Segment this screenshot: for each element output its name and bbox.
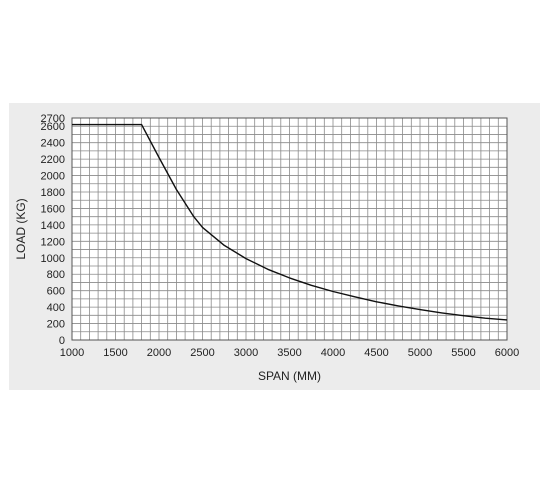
load-curve-line	[72, 123, 508, 321]
y-tick-label: 2700	[41, 113, 65, 125]
x-tick-label: 5500	[451, 347, 475, 359]
y-tick-label: 0	[59, 335, 65, 347]
x-tick-label: 6000	[495, 347, 519, 359]
x-tick-label: 1000	[60, 347, 84, 359]
y-tick-label: 1800	[41, 187, 65, 199]
y-tick-label: 1400	[41, 220, 65, 232]
x-axis-label: SPAN (MM)	[258, 369, 321, 383]
x-tick-label: 3000	[234, 347, 258, 359]
y-tick-labels: 0 200 400 600 800 1000 1200 1400 1600 1800 2000 220…	[41, 113, 65, 347]
y-tick-label: 2000	[41, 171, 65, 183]
y-tick-label: 2400	[41, 138, 65, 150]
grid	[71, 117, 508, 341]
y-tick-label: 400	[47, 302, 65, 314]
load-span-chart: 0 200 400 600 800 1000 1200 1400 1600 1800 2000 220…	[14, 113, 519, 383]
x-tick-label: 3500	[277, 347, 301, 359]
plot-border	[71, 117, 508, 341]
x-tick-label: 4000	[321, 347, 345, 359]
x-tick-labels: 1000 1500 2000 2500 3000 3500 4000 4500 5000 5500…	[60, 347, 519, 359]
chart-panel: 0 200 400 600 800 1000 1200 1400 1600 1800 2000 220…	[9, 103, 540, 390]
y-tick-label: 2600	[41, 121, 65, 133]
y-tick-label: 800	[47, 269, 65, 281]
y-tick-label: 600	[47, 286, 65, 298]
x-tick-label: 2000	[147, 347, 171, 359]
y-tick-label: 2200	[41, 154, 65, 166]
y-axis-label: LOAD (KG)	[14, 198, 28, 259]
x-tick-label: 4500	[364, 347, 388, 359]
x-tick-label: 2500	[190, 347, 214, 359]
x-tick-label: 5000	[408, 347, 432, 359]
y-tick-label: 1000	[41, 253, 65, 265]
y-tick-label: 1600	[41, 203, 65, 215]
x-tick-label: 1500	[103, 347, 127, 359]
y-tick-label: 200	[47, 319, 65, 331]
y-tick-label: 1200	[41, 236, 65, 248]
